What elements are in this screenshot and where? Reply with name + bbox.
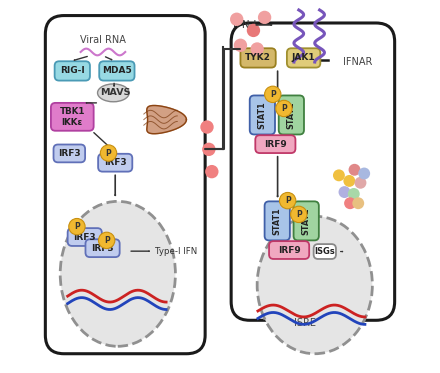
FancyBboxPatch shape bbox=[68, 228, 102, 246]
Text: IRF3: IRF3 bbox=[104, 158, 127, 167]
FancyBboxPatch shape bbox=[279, 95, 304, 135]
Text: IFN-I: IFN-I bbox=[233, 20, 257, 30]
Text: IRF9: IRF9 bbox=[278, 245, 301, 254]
Ellipse shape bbox=[60, 201, 176, 346]
FancyBboxPatch shape bbox=[314, 244, 336, 259]
FancyBboxPatch shape bbox=[51, 103, 94, 131]
Circle shape bbox=[343, 175, 355, 187]
Text: P: P bbox=[296, 210, 302, 219]
FancyBboxPatch shape bbox=[231, 23, 395, 320]
Text: P: P bbox=[281, 104, 287, 113]
FancyBboxPatch shape bbox=[250, 95, 275, 135]
Circle shape bbox=[344, 197, 356, 209]
Text: ISGs: ISGs bbox=[315, 247, 335, 256]
Text: IRF9: IRF9 bbox=[264, 140, 287, 148]
Ellipse shape bbox=[98, 84, 129, 102]
Text: STAT2: STAT2 bbox=[302, 207, 311, 235]
Text: P: P bbox=[270, 90, 275, 99]
FancyBboxPatch shape bbox=[287, 48, 320, 68]
Text: STAT2: STAT2 bbox=[287, 101, 296, 129]
Text: IRF3: IRF3 bbox=[91, 244, 114, 253]
Circle shape bbox=[352, 197, 364, 209]
Text: JAK1: JAK1 bbox=[292, 53, 315, 62]
FancyBboxPatch shape bbox=[255, 135, 295, 153]
Circle shape bbox=[230, 13, 243, 26]
Circle shape bbox=[358, 167, 370, 179]
FancyBboxPatch shape bbox=[98, 154, 132, 172]
Text: IRF3: IRF3 bbox=[73, 232, 96, 242]
Text: P: P bbox=[104, 236, 110, 245]
Text: MDA5: MDA5 bbox=[102, 66, 132, 75]
Circle shape bbox=[258, 11, 271, 24]
Circle shape bbox=[348, 188, 360, 200]
FancyBboxPatch shape bbox=[54, 144, 85, 162]
Circle shape bbox=[279, 192, 296, 209]
FancyBboxPatch shape bbox=[55, 61, 90, 81]
Text: STAT1: STAT1 bbox=[273, 207, 282, 235]
Circle shape bbox=[247, 24, 260, 37]
Circle shape bbox=[202, 142, 216, 156]
Text: STAT1: STAT1 bbox=[258, 101, 267, 129]
FancyBboxPatch shape bbox=[45, 16, 205, 354]
Circle shape bbox=[333, 169, 345, 181]
Text: TYK2: TYK2 bbox=[245, 53, 271, 62]
Circle shape bbox=[348, 164, 360, 176]
Text: P: P bbox=[106, 148, 111, 157]
Ellipse shape bbox=[257, 216, 372, 354]
Text: IFNAR: IFNAR bbox=[343, 57, 372, 67]
FancyBboxPatch shape bbox=[85, 239, 120, 257]
FancyBboxPatch shape bbox=[99, 61, 135, 81]
FancyBboxPatch shape bbox=[293, 201, 319, 240]
Circle shape bbox=[234, 38, 247, 52]
Text: P: P bbox=[74, 222, 80, 231]
Circle shape bbox=[276, 100, 292, 117]
Circle shape bbox=[200, 120, 214, 134]
Circle shape bbox=[250, 42, 264, 56]
Circle shape bbox=[338, 186, 350, 198]
Text: RIG-I: RIG-I bbox=[60, 66, 84, 75]
Circle shape bbox=[290, 206, 307, 223]
Circle shape bbox=[100, 145, 117, 161]
Circle shape bbox=[69, 219, 85, 235]
Text: IRF3: IRF3 bbox=[58, 149, 81, 158]
FancyBboxPatch shape bbox=[269, 241, 309, 259]
Text: MAVS: MAVS bbox=[100, 88, 130, 97]
Text: P: P bbox=[285, 196, 290, 205]
Circle shape bbox=[264, 86, 281, 103]
Text: ISRE: ISRE bbox=[294, 318, 316, 328]
FancyBboxPatch shape bbox=[264, 201, 290, 240]
Text: TBK1
IKKε: TBK1 IKKε bbox=[59, 107, 85, 126]
Circle shape bbox=[99, 232, 115, 248]
Polygon shape bbox=[147, 106, 187, 134]
Text: Viral RNA: Viral RNA bbox=[80, 35, 126, 45]
Text: Type-I IFN: Type-I IFN bbox=[155, 247, 198, 256]
FancyBboxPatch shape bbox=[240, 48, 276, 68]
Circle shape bbox=[355, 177, 367, 189]
Circle shape bbox=[205, 165, 219, 178]
